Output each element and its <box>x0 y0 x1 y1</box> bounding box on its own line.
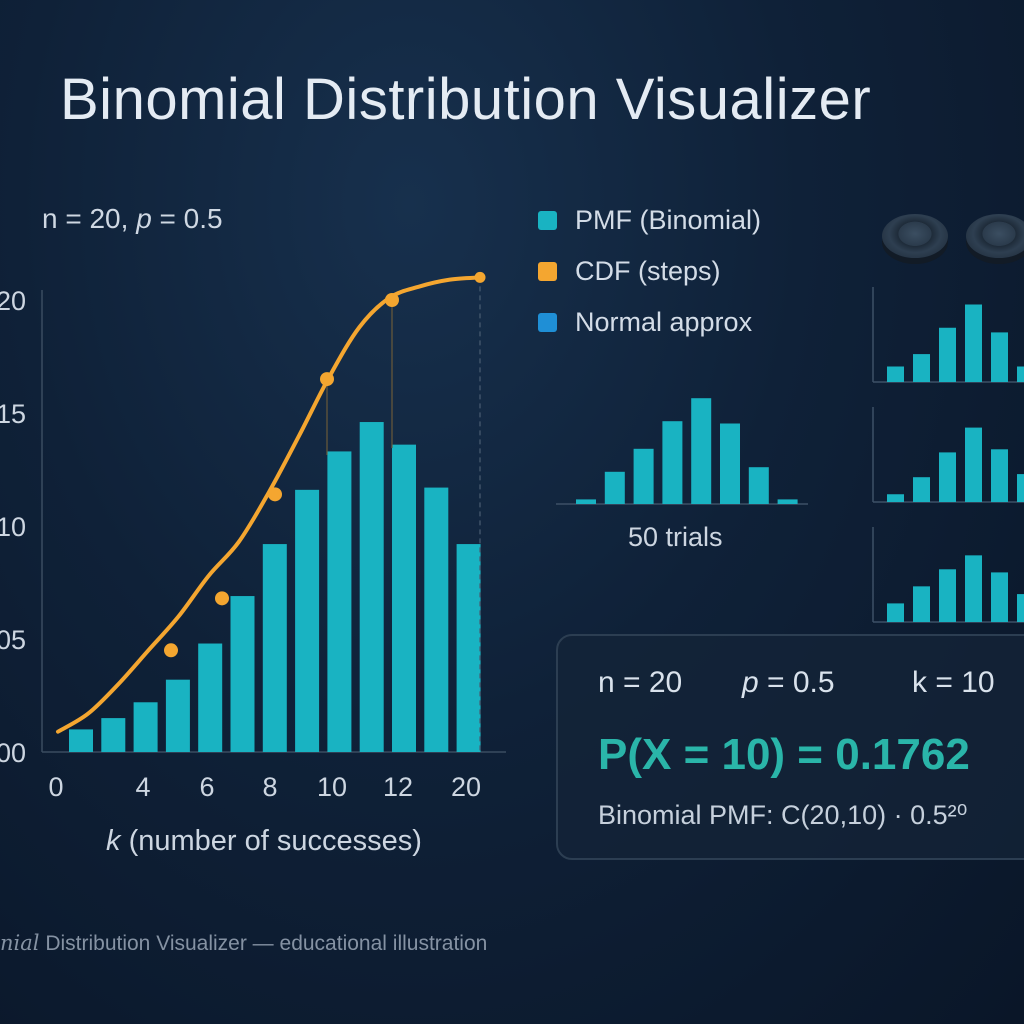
y-tick-label: 20 <box>0 286 26 316</box>
info-n: n = 20 <box>598 666 683 699</box>
pmf-bar <box>69 729 93 752</box>
pmf-bar <box>262 544 287 752</box>
cdf-marker <box>215 591 229 606</box>
info-p-value: = 0.5 <box>758 666 835 699</box>
thumbnail-bar <box>991 572 1008 622</box>
pmf-bar <box>230 596 255 752</box>
x-axis-variable: k <box>106 825 122 857</box>
normal-swatch <box>538 313 557 332</box>
pmf-bar <box>424 487 449 752</box>
caption-text: Distribution Visualizer — educational il… <box>39 932 488 955</box>
cdf-marker <box>385 293 399 307</box>
pmf-bar <box>198 643 223 752</box>
p-symbol: p <box>136 203 152 234</box>
x-tick-label: 20 <box>451 772 481 802</box>
info-panel <box>556 634 1024 860</box>
x-tick-label: 12 <box>383 772 413 802</box>
x-tick-label: 4 <box>135 772 150 802</box>
thumbnail-bar <box>913 586 930 622</box>
parameters-label: n = 20, p = 0.5 <box>42 203 223 235</box>
thumbnail-bar <box>965 304 982 382</box>
trials-label: 50 trials <box>628 522 723 552</box>
thumbnail-bar <box>913 354 930 382</box>
legend-label-cdf: CDF (steps) <box>575 256 721 286</box>
legend-label-pmf: PMF (Binomial) <box>575 205 762 235</box>
x-axis-description: (number of successes) <box>121 825 422 857</box>
thumbnail-bar <box>913 477 930 502</box>
info-p: p = 0.5 <box>742 666 835 700</box>
n-param: n = 20, <box>42 203 137 234</box>
thumbnail-bar <box>1017 366 1024 382</box>
trials-histogram-bar <box>604 471 625 504</box>
coin-icon <box>882 214 948 258</box>
trials-histogram-bar <box>748 467 769 504</box>
thumbnail-bar <box>991 449 1008 502</box>
legend-label-normal: Normal approx <box>575 307 753 337</box>
y-tick-label: 00 <box>0 738 26 768</box>
thumbnail-bar <box>1017 474 1024 502</box>
pmf-bar <box>133 702 158 752</box>
cdf-swatch <box>538 262 557 281</box>
pmf-bar <box>327 451 352 752</box>
y-tick-label: 15 <box>0 399 26 429</box>
caption-italic: nial <box>0 931 40 955</box>
x-tick-label: 10 <box>317 772 347 802</box>
trials-histogram-bar <box>777 499 798 504</box>
thumbnail-bar <box>939 569 956 622</box>
pmf-bar <box>359 422 384 752</box>
thumbnail-bar <box>887 494 904 502</box>
p-param: = 0.5 <box>151 203 223 234</box>
cdf-marker <box>474 271 486 283</box>
thumbnail-bar <box>965 427 982 502</box>
legend-item-pmf: PMF (Binomial) <box>538 195 761 246</box>
thumbnail-bar <box>1017 594 1024 622</box>
trials-histogram-bar <box>576 499 596 504</box>
pmf-swatch <box>538 211 557 230</box>
info-k: k = 10 <box>912 666 995 699</box>
x-tick-label: 8 <box>262 772 277 802</box>
trials-histogram-bar <box>691 398 712 504</box>
cdf-marker <box>164 643 178 658</box>
coin-icon <box>966 214 1024 258</box>
page-title: Binomial Distribution Visualizer <box>60 67 872 132</box>
x-axis-label: k (number of successes) <box>106 825 422 857</box>
trials-histogram-bar <box>662 421 683 504</box>
thumbnail-bar <box>965 555 982 622</box>
trials-histogram-bar <box>633 448 654 504</box>
thumbnail-bar <box>887 366 904 382</box>
pmf-bar <box>392 444 416 752</box>
x-tick-label: 0 <box>48 772 63 802</box>
info-p-symbol: p <box>742 666 759 699</box>
y-tick-label: 10 <box>0 512 26 542</box>
cdf-marker <box>268 487 282 502</box>
pmf-bar <box>295 489 320 752</box>
pmf-bar <box>101 718 126 752</box>
legend: PMF (Binomial) CDF (steps) Normal approx <box>538 195 761 348</box>
formula-text: Binomial PMF: C(20,10) · 0.5²⁰ <box>598 800 968 830</box>
trials-histogram-bar <box>720 423 740 504</box>
cdf-marker <box>320 372 334 387</box>
pmf-bar <box>456 544 481 752</box>
probability-result: P(X = 10) = 0.1762 <box>598 730 970 779</box>
y-tick-label: 05 <box>0 625 26 655</box>
caption: nial Distribution Visualizer — education… <box>0 931 487 956</box>
legend-item-normal: Normal approx <box>538 297 761 348</box>
thumbnail-bar <box>991 332 1008 382</box>
thumbnail-bar <box>887 603 904 622</box>
legend-item-cdf: CDF (steps) <box>538 246 761 297</box>
pmf-bar <box>165 679 190 752</box>
x-tick-label: 6 <box>199 772 214 802</box>
thumbnail-bar <box>939 327 956 382</box>
thumbnail-bar <box>939 452 956 502</box>
